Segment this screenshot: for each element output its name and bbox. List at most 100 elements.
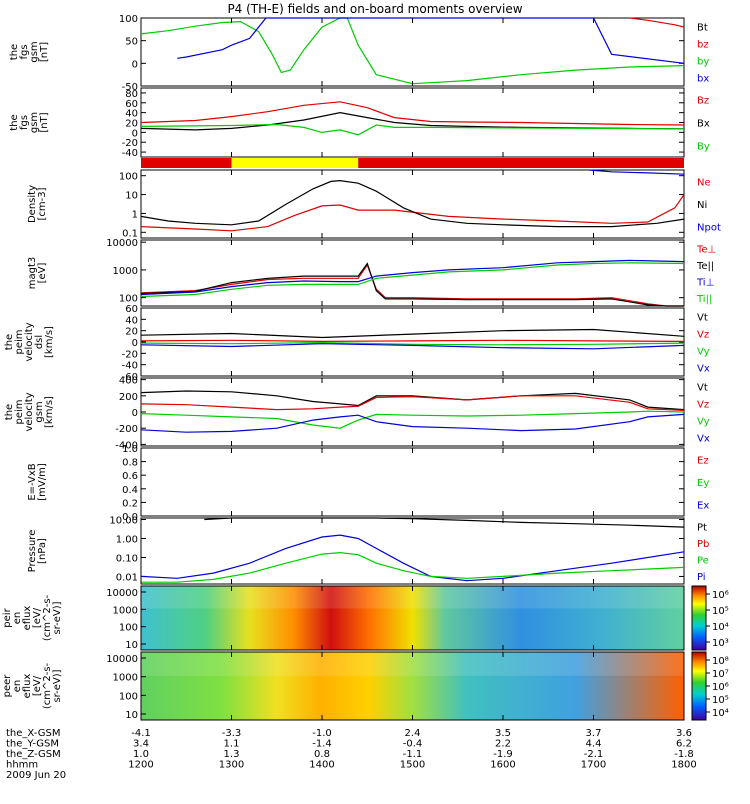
panel-p3: 100 10 1 0.1 Density [cm-3] Ne Ni Npot <box>27 169 721 239</box>
plot-frame <box>140 377 685 447</box>
series-line-by <box>140 17 685 85</box>
y-tick-label: 400 <box>119 376 138 387</box>
y-axis-label: the <box>9 44 20 60</box>
y-tick-label: 60 <box>125 99 138 110</box>
y-axis-label: en <box>12 612 23 625</box>
y-tick-label: 10000 <box>106 654 138 665</box>
legend-entry: Npot <box>697 223 721 234</box>
spectrogram-shade <box>141 652 684 676</box>
plot-frame <box>140 517 685 585</box>
y-axis-label: [eV] <box>37 263 48 284</box>
x-axis-value: 0.8 <box>314 749 330 760</box>
panel-p7: 1.0 0.8 0.6 0.4 0.2 0.0 E=-VxB [mV/m] Ez Ey Ex <box>27 444 709 523</box>
plot-frame <box>140 17 685 87</box>
x-axis-value: -4.1 <box>131 728 151 739</box>
x-axis-value: 1500 <box>400 760 425 771</box>
y-axis-label: Density <box>27 185 38 223</box>
y-axis-label: fgs <box>19 44 30 59</box>
series-line-te <box>140 263 684 307</box>
x-axis-value: 1.1 <box>224 739 240 750</box>
y-tick-label: -20 <box>122 138 138 149</box>
mode-bar-segment <box>358 158 684 168</box>
legend-entry: Te|| <box>696 261 714 272</box>
y-tick-label: 100 <box>119 14 138 25</box>
x-axis-value: 2.4 <box>405 728 421 739</box>
y-tick-label: 1000 <box>113 673 138 684</box>
x-axis-value: 1200 <box>128 760 153 771</box>
colorbar <box>691 651 707 721</box>
y-tick-label: -400 <box>115 440 138 451</box>
y-axis-label: gsm <box>29 112 40 133</box>
colorbar-tick-label: 10⁸ <box>712 656 729 667</box>
y-tick-label: 40 <box>125 109 138 120</box>
legend-entry: Ni <box>697 200 707 211</box>
legend-entry: by <box>697 57 709 68</box>
y-axis-label: eflux <box>22 606 33 631</box>
colorbar-tick-label: 10⁴ <box>712 622 729 633</box>
legend-entry: Vz <box>697 400 709 411</box>
y-axis-label: the <box>9 114 20 130</box>
y-tick-label: 0 <box>132 408 138 419</box>
y-axis-label: [eV/ <box>32 675 43 696</box>
legend-entry: bx <box>697 74 709 85</box>
x-axis-value: 6.2 <box>676 739 692 750</box>
x-axis-value: -3.3 <box>222 728 242 739</box>
series-line-vx <box>140 343 685 350</box>
y-tick-label: 200 <box>119 392 138 403</box>
y-tick-label: 80 <box>125 89 138 100</box>
y-tick-label: 0 <box>132 59 138 70</box>
x-axis-value: 1700 <box>581 760 606 771</box>
y-tick-label: 60 <box>125 304 138 315</box>
y-tick-label: 10 <box>125 191 138 202</box>
panel-s2: 10000 1000 100 10 10⁸ 10⁷ 10⁶ 10⁵ 10⁴ the peer en ef… <box>0 651 729 721</box>
y-axis-label: gsm <box>34 401 45 422</box>
x-axis-value: 1800 <box>671 760 696 771</box>
x-axis-value: -1.1 <box>403 749 423 760</box>
y-tick-label: 0.2 <box>122 498 138 509</box>
y-axis-label: [nT] <box>39 112 50 132</box>
y-axis-label: [cm-3] <box>37 187 48 220</box>
legend-entry: Ti⊥ <box>696 277 714 288</box>
y-axis-label: dsl <box>34 335 45 349</box>
series-line-ti <box>140 259 685 296</box>
legend-entry: Pi <box>697 572 706 583</box>
legend-entry: Ne <box>697 177 711 188</box>
y-tick-label: 40 <box>125 315 138 326</box>
y-tick-label: 0 <box>132 338 138 349</box>
mode-bar-segment <box>141 158 232 168</box>
x-axis-value: 1600 <box>490 760 515 771</box>
y-tick-label: 1 <box>132 209 138 220</box>
series-line-ne <box>140 194 685 232</box>
y-tick-label: 0.1 <box>122 228 138 239</box>
x-axis-value: 3.6 <box>676 728 692 739</box>
legend-entry: Pe <box>697 555 709 566</box>
x-axis-value: -1.4 <box>312 739 332 750</box>
series-line-vy <box>140 410 685 429</box>
x-axis-date: 2009 Jun 20 <box>6 770 66 781</box>
y-tick-label: 0 <box>132 128 138 139</box>
x-axis-value: -2.1 <box>584 749 604 760</box>
legend-entry: Ti|| <box>696 294 712 305</box>
plot-frame <box>140 447 685 517</box>
spectrogram-shade <box>141 586 684 609</box>
colorbar-tick-label: 10⁷ <box>712 669 729 680</box>
x-axis-row-label: the_Y-GSM <box>6 739 59 750</box>
series-line-vt <box>140 328 685 339</box>
colorbar-tick-label: 10⁵ <box>712 606 729 617</box>
plot-frame <box>140 87 685 158</box>
y-tick-label: 0.6 <box>122 471 138 482</box>
legend-entry: Pt <box>697 522 707 533</box>
series-line-bz <box>629 17 685 28</box>
x-axis-value: 3.7 <box>586 728 602 739</box>
panel-bar <box>141 158 684 168</box>
y-axis-label: eflux <box>22 674 33 699</box>
y-axis-label: the <box>4 404 15 420</box>
y-axis-label: velocity <box>24 392 35 431</box>
legend-entry: Vx <box>697 364 710 375</box>
series-line-bz <box>140 101 685 126</box>
y-axis-label: peim <box>14 329 25 354</box>
series-line-vz <box>140 339 685 343</box>
spectrogram-image <box>141 586 684 650</box>
